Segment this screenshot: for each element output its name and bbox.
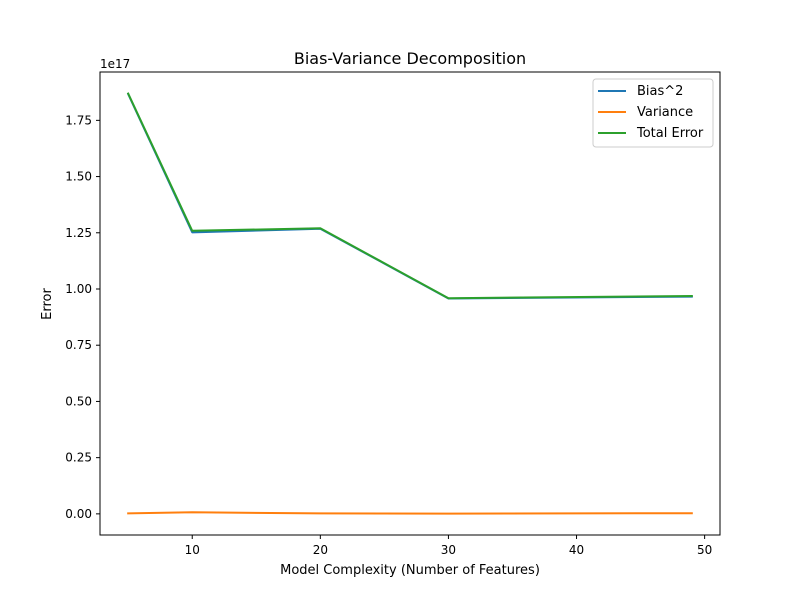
x-tick-label: 30 (441, 543, 456, 557)
y-tick-label: 1.00 (65, 282, 92, 296)
x-tick-label: 10 (185, 543, 200, 557)
plot-frame (99, 71, 721, 536)
series-line-total-error (126, 92, 693, 300)
legend: Bias^2 Variance Total Error (592, 78, 714, 148)
x-tick-label: 20 (313, 543, 328, 557)
series-line-variance (127, 511, 693, 515)
y-tick-label: 1.50 (65, 170, 92, 184)
y-tick-label: 0.25 (65, 451, 92, 465)
y-tick-label: 1.75 (65, 113, 92, 127)
x-tick-label: 40 (569, 543, 584, 557)
x-axis-ticks: 10 20 30 40 50 (185, 535, 712, 557)
legend-box (592, 78, 714, 148)
x-tick-label: 50 (697, 543, 712, 557)
y-axis-label: Error (40, 288, 55, 320)
chart-title: Bias-Variance Decomposition (294, 49, 526, 68)
series-lines (126, 92, 693, 515)
y-tick-label: 0.00 (65, 507, 92, 521)
x-axis-label: Model Complexity (Number of Features) (280, 563, 540, 578)
y-axis-offset-label: 1e17 (100, 57, 130, 71)
legend-label: Variance (637, 105, 693, 120)
y-axis-ticks: 0.00 0.25 0.50 0.75 1.00 1.25 1.50 1.75 (65, 113, 100, 521)
y-tick-label: 0.75 (65, 338, 92, 352)
y-tick-label: 0.50 (65, 394, 92, 408)
legend-label: Bias^2 (637, 84, 683, 99)
legend-label: Total Error (636, 126, 704, 141)
y-tick-label: 1.25 (65, 226, 92, 240)
